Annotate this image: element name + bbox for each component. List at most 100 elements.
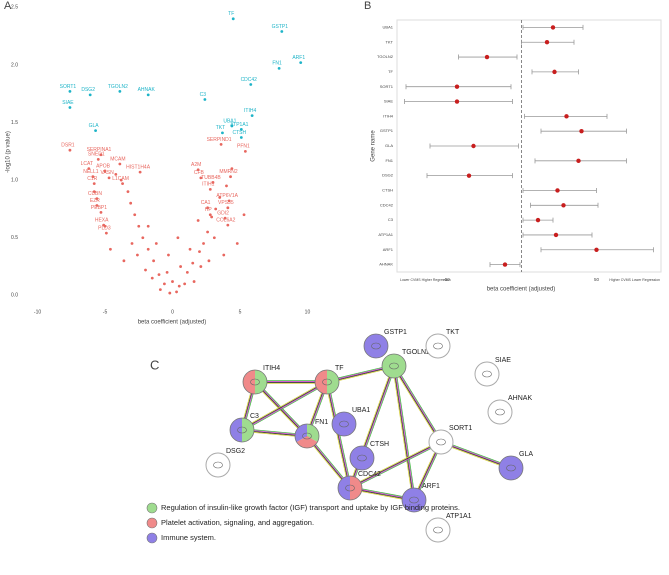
point (550, 25, 556, 30)
point (136, 253, 139, 257)
point (222, 253, 226, 257)
protein-icon (389, 362, 399, 370)
point (206, 230, 209, 234)
point (183, 282, 187, 286)
point (130, 242, 134, 245)
point (177, 284, 181, 288)
network-edge (393, 366, 441, 443)
point (185, 270, 189, 274)
y-tick-label: 0.0 (11, 293, 18, 299)
point-label: LCAT (81, 161, 93, 167)
panel-letter: B (364, 0, 371, 12)
point (176, 236, 180, 240)
point (126, 190, 130, 194)
point (179, 265, 182, 268)
point (138, 170, 142, 174)
network-node (425, 333, 451, 359)
network-node (242, 369, 268, 395)
point-label: GDI2 (217, 211, 229, 217)
network-edge (325, 382, 350, 489)
point (87, 167, 91, 171)
point (225, 184, 228, 188)
network-node-slice (230, 418, 242, 442)
network-edge (241, 381, 327, 430)
point (594, 247, 599, 252)
point (129, 201, 133, 205)
point-label: GLA (89, 123, 100, 129)
point (146, 93, 150, 97)
node-label: DSG2 (226, 448, 245, 455)
network-edge (393, 366, 414, 501)
point (92, 190, 96, 194)
point-label: PEBP1 (91, 205, 107, 211)
point (188, 247, 192, 251)
point (163, 282, 166, 286)
network-node (294, 423, 320, 449)
network-node-slice (338, 476, 350, 500)
y-axis-title: -log10 (p value) (6, 131, 12, 173)
point-label: PFN1 (237, 144, 250, 150)
network-edge (440, 442, 511, 470)
network-edge (392, 366, 441, 443)
point (68, 148, 72, 152)
y-tick-label: ITIH4 (383, 113, 394, 118)
network-edge (349, 440, 441, 488)
point (121, 182, 124, 186)
point-label: NELL1 (83, 169, 99, 175)
point-label: GSTP1 (272, 24, 289, 30)
y-tick-label: DSG2 (382, 173, 394, 178)
node-label: UBA1 (352, 407, 370, 414)
point (239, 136, 243, 139)
forest-frame (396, 19, 662, 273)
y-tick-label: GSTP1 (380, 128, 394, 133)
point (299, 61, 303, 65)
protein-icon (213, 461, 223, 469)
point (196, 168, 200, 172)
point (235, 242, 239, 245)
point (122, 259, 126, 263)
point (212, 236, 216, 240)
point (199, 265, 203, 268)
point (564, 114, 569, 119)
x-tick-label: 0 (171, 309, 174, 315)
point-label: C3 (200, 92, 207, 98)
point (502, 262, 508, 267)
point (471, 143, 476, 149)
point (214, 207, 218, 211)
point (103, 169, 107, 173)
point (230, 167, 234, 171)
protein-icon (345, 484, 355, 492)
point-label: SERPINA1 (87, 147, 112, 153)
point (249, 83, 253, 86)
axis-note: Lower CVMS Higher Regression (400, 278, 451, 282)
point (466, 173, 472, 178)
network-edge (394, 365, 415, 500)
protein-icon (371, 342, 381, 350)
point (68, 106, 72, 109)
network-node (487, 399, 513, 425)
point (95, 204, 99, 207)
point-label: EZR (90, 198, 100, 204)
point (250, 114, 254, 118)
point-label: ARF1 (292, 55, 305, 61)
point (579, 128, 584, 134)
network-edge (394, 365, 416, 500)
network-node (474, 361, 500, 387)
point (239, 128, 243, 131)
x-axis-title: beta coefficient (adjusted) (487, 287, 556, 293)
y-tick-label: ATP1A1 (378, 232, 393, 237)
point (203, 98, 207, 101)
node-label: CTSH (370, 441, 389, 448)
network-edge (241, 380, 327, 430)
point (191, 261, 195, 265)
point (226, 206, 230, 210)
point-label: CUBN (88, 191, 103, 197)
point-label: HP (205, 207, 213, 213)
point (223, 216, 227, 220)
network-node-slice (327, 370, 339, 394)
point (277, 66, 281, 70)
point (114, 172, 118, 176)
point (454, 99, 460, 104)
point (99, 211, 103, 214)
protein-icon (409, 496, 419, 504)
